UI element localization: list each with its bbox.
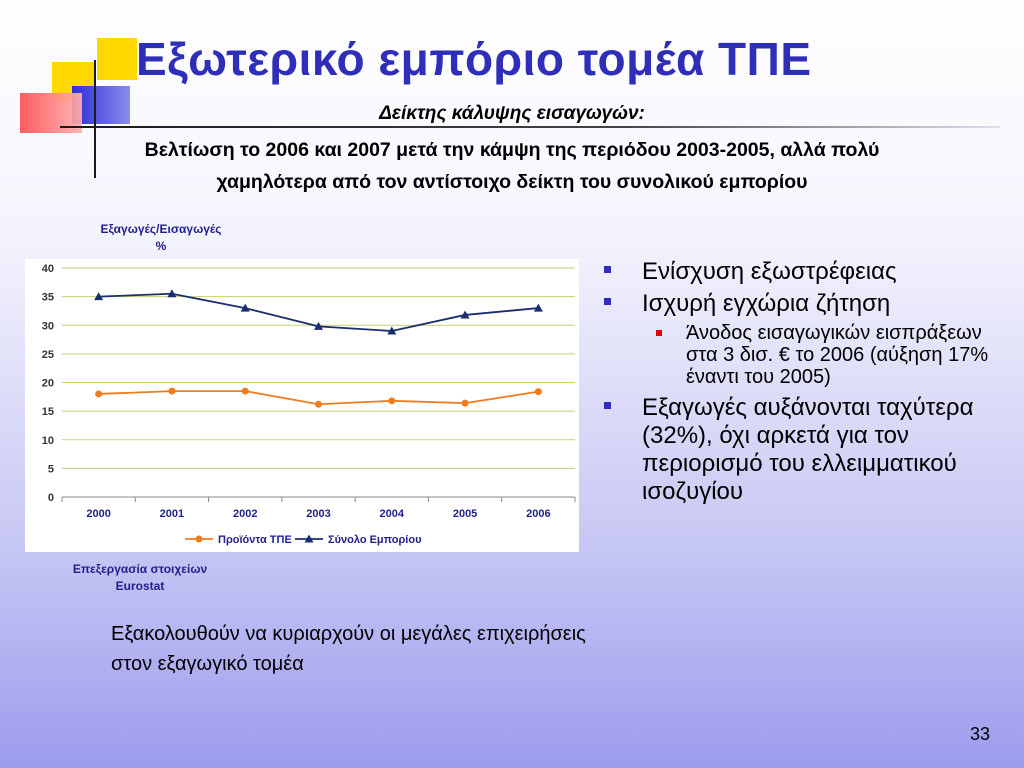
decor-yellow-square [97,38,137,80]
data-point-circle [95,390,103,398]
data-point-circle [534,388,542,396]
data-point-circle [241,387,249,395]
bullet-text: Ισχυρή εγχώρια ζήτηση [642,290,891,317]
decor-vertical-line [94,60,96,178]
source-caption: Επεξεργασία στοιχείων Eurostat [40,561,240,595]
y-caption-line-1: Εξαγωγές/Εισαγωγές [100,222,222,236]
data-point-triangle [533,303,543,312]
x-tick-label: 2006 [526,508,550,520]
bullet-text: Ενίσχυση εξωστρέφειας [642,258,897,285]
data-point-triangle [314,321,323,330]
data-point-triangle [167,289,177,298]
bullet-marker-icon [604,402,611,409]
y-caption-line-2: % [155,239,167,253]
bullet-list: Ενίσχυση εξωστρέφειας Ισχυρή εγχώρια ζήτ… [604,258,1004,510]
y-axis-caption: Εξαγωγές/Εισαγωγές % [76,221,246,255]
x-tick-label: 2005 [453,508,477,520]
x-tick-label: 2001 [160,508,184,520]
headline-line-1: Βελτίωση το 2006 και 2007 μετά την κάμψη… [144,139,880,161]
y-tick-label: 25 [42,349,54,361]
sub-bullet-text: Άνοδος εισαγωγικών εισπράξεων στα 3 δισ.… [686,322,989,388]
y-tick-label: 20 [42,378,54,390]
bullet-item: Ενίσχυση εξωστρέφειας [604,258,1004,286]
decor-horizontal-line [60,126,1000,128]
data-point-circle [315,400,322,408]
legend-label: Προϊόντα ΤΠΕ [218,534,292,546]
y-tick-label: 0 [48,492,54,504]
legend-marker-icon [304,534,314,543]
line-chart: 0 5 10 15 20 25 30 35 40 2000 2001 2002 2003 2004 2005… [42,263,576,546]
y-tick-label: 35 [42,292,54,304]
y-tick-label: 5 [48,463,54,475]
y-tick-label: 40 [42,263,54,275]
y-tick-label: 15 [42,406,54,418]
slide-title: Εξωτερικό εμπόριο τομέα ΤΠΕ [136,33,812,85]
sub-bullet-marker-icon [656,330,662,336]
page-number: 33 [969,724,990,744]
slide-headline: Βελτίωση το 2006 και 2007 μετά την κάμψη… [0,134,1024,198]
y-tick-label: 10 [42,435,54,447]
headline-line-2: χαμηλότερα από τον αντίστοιχο δείκτη του… [216,171,808,193]
x-tick-label: 2003 [306,508,330,520]
bullet-text: Εξαγωγές αυξάνονται ταχύτερα (32%), όχι … [642,394,974,505]
source-line-1: Επεξεργασία στοιχείων [72,562,208,576]
chart-area: 0 5 10 15 20 25 30 35 40 2000 2001 2002 2003 2004 2005… [25,259,579,552]
data-point-triangle [94,292,104,301]
y-tick-label: 30 [42,320,54,332]
bullet-marker-icon [604,298,611,305]
bullet-item: Εξαγωγές αυξάνονται ταχύτερα (32%), όχι … [604,394,1004,506]
legend-marker-icon [195,535,203,543]
sub-bullet-item: Άνοδος εισαγωγικών εισπράξεων στα 3 δισ.… [604,322,1004,388]
data-point-triangle [387,326,397,335]
slide-subtitle: Δείκτης κάλυψης εισαγωγών: [379,103,645,124]
x-tick-label: 2000 [86,508,110,520]
data-point-circle [461,399,469,407]
x-tick-label: 2002 [233,508,257,520]
footnote: Εξακολουθούν να κυριαρχούν οι μεγάλες επ… [111,623,586,675]
data-point-circle [388,397,396,405]
data-point-triangle [460,310,470,319]
bullet-item: Ισχυρή εγχώρια ζήτηση [604,290,1004,318]
source-line-2: Eurostat [115,579,165,593]
bullet-marker-icon [604,266,611,273]
legend-label: Σύνολο Εμπορίου [328,534,421,546]
x-tick-label: 2004 [380,508,405,520]
data-point-circle [168,387,176,395]
data-point-triangle [240,303,250,312]
